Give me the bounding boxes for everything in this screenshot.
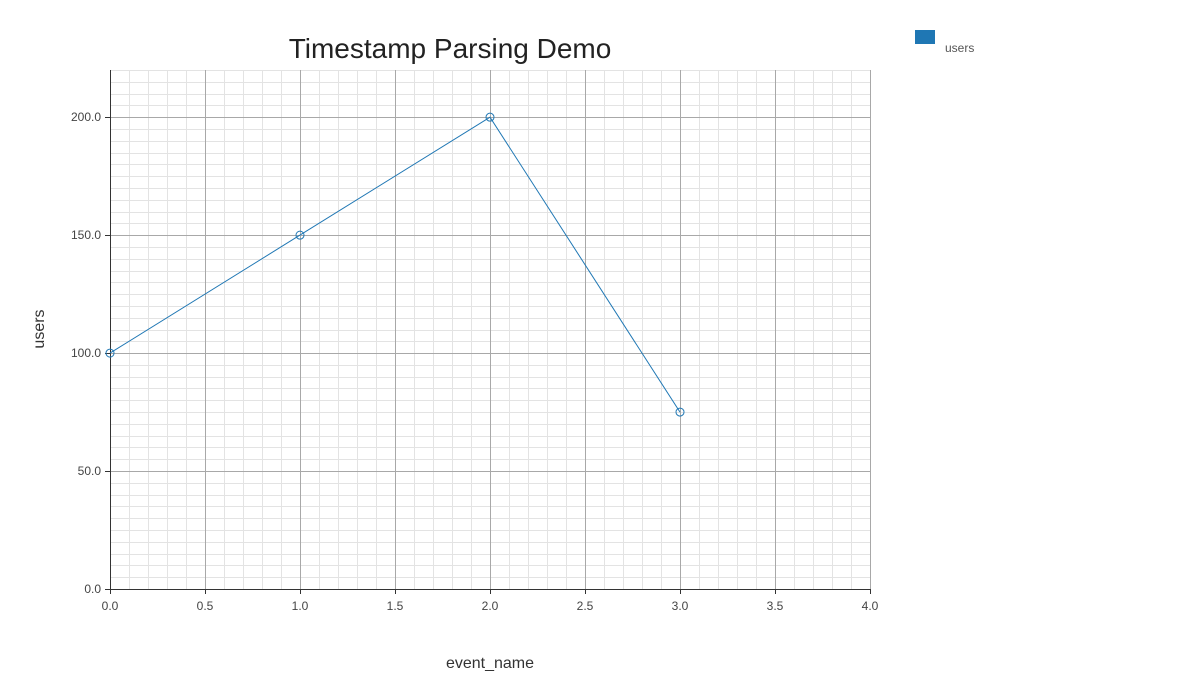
y-tick-label: 100.0 (71, 346, 101, 360)
y-axis-title: users (31, 309, 48, 348)
data-point (675, 407, 685, 417)
series-layer (105, 112, 685, 417)
x-tick-label: 4.0 (862, 599, 879, 613)
x-tick-label: 0.0 (102, 599, 119, 613)
x-tick-label: 2.0 (482, 599, 499, 613)
x-axis-ticks: 0.0 0.5 1.0 1.5 2.0 2.5 3.0 3.5 4.0 (102, 589, 879, 613)
x-tick-label: 3.5 (767, 599, 784, 613)
x-tick-label: 0.5 (197, 599, 214, 613)
x-tick-label: 1.5 (387, 599, 404, 613)
y-axis-ticks: 0.0 50.0 100.0 150.0 200.0 (71, 110, 110, 596)
y-tick-label: 50.0 (78, 464, 102, 478)
x-tick-label: 2.5 (577, 599, 594, 613)
y-tick-label: 200.0 (71, 110, 101, 124)
legend-swatch (915, 30, 935, 44)
series-line-users (109, 116, 681, 413)
legend-label-users: users (945, 41, 974, 55)
legend[interactable]: users (915, 30, 974, 55)
y-tick-label: 0.0 (84, 582, 101, 596)
chart-title: Timestamp Parsing Demo (289, 33, 612, 64)
x-axis-title: event_name (446, 655, 534, 672)
data-point (485, 112, 495, 122)
x-tick-label: 3.0 (672, 599, 689, 613)
data-point (105, 348, 115, 358)
data-point (295, 230, 305, 240)
x-tick-label: 1.0 (292, 599, 309, 613)
y-tick-label: 150.0 (71, 228, 101, 242)
